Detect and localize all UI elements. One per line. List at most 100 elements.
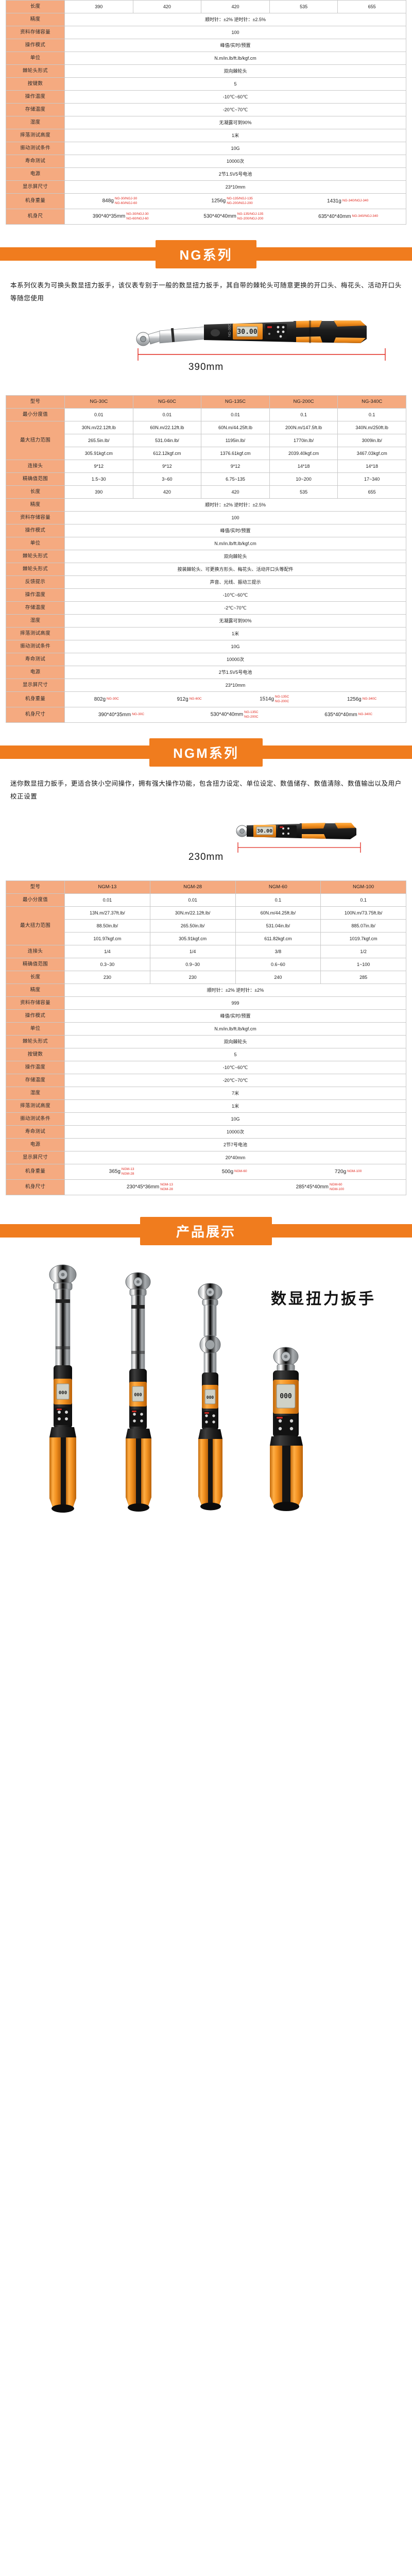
table-row: 265.5in.lb/ 531.04in.lb/ 1195in.lb/ 1770…: [6, 434, 406, 447]
cell: 9*12: [64, 460, 133, 473]
cell: 1376.61kgf.cm: [201, 447, 270, 460]
cell: 30N.m/22.12ft.lb/: [149, 906, 236, 920]
cell: 535: [269, 0, 338, 13]
section-banner-ngm: NGM系列: [0, 732, 412, 772]
cell: 3009in.lb/: [337, 434, 406, 447]
cell-size-groups: 390*40*35mm NG-30/NGJ-30 NG-60/NGJ-60 530*…: [64, 209, 406, 225]
model-tag: NG-135C NG-200C: [244, 710, 258, 719]
table-row: 长度 390 420 420 535 655: [6, 485, 406, 499]
row-label: 精度: [6, 498, 65, 512]
row-label: 按键数: [6, 1048, 65, 1061]
table-row: 资料存储容量 999: [6, 996, 406, 1010]
cell: 60N.m/22.12ft.lb: [132, 421, 202, 434]
spec-table-ngm-body: 型号 NGM-13 NGM-28 NGM-60 NGM-100 最小分度值 0.…: [6, 880, 406, 1195]
table-row: 305.91kgf.cm 612.12kgf.cm 1376.61kgf.cm …: [6, 447, 406, 460]
model-tag-line: NG-200/NGJ-200: [227, 201, 253, 205]
size-value: 390*40*35mm: [92, 213, 126, 219]
cell: 0.9~30: [149, 958, 236, 971]
section-banner-ng: NG系列: [0, 234, 412, 274]
row-label: 机身重量: [6, 1164, 65, 1180]
row-label: 存储温度: [6, 103, 65, 116]
table-row-size: 机身尺 390*40*35mm NG-30/NGJ-30 NG-60/NGJ-60 …: [6, 209, 406, 225]
header-model: NG-200C: [269, 395, 338, 409]
cell: 265.50in.lb/: [149, 919, 236, 933]
row-label: 连接头: [6, 460, 65, 473]
row-label: 资料存储容量: [6, 996, 65, 1010]
model-tag-line: NGM-28: [121, 1172, 134, 1176]
size-group-list: 230*45*36mm NGM-13 NGM-28 285*45*40mm NGM-6…: [65, 1183, 405, 1191]
row-label: 按键数: [6, 77, 65, 91]
showcase-title: 数显扭力扳手: [271, 1291, 376, 1308]
table-row: 操作模式 峰值/实时/预置: [6, 524, 406, 537]
table-row-weight: 机身重量 365g NGM-13 NGM-28 500g NGM-60 720g NGM…: [6, 1164, 406, 1180]
cell: 23*10mm: [64, 180, 406, 194]
cell-weight-groups: 802g NG-30C 912g NG-60C 1514g NG-135C NG-200…: [64, 691, 406, 707]
svg-text:000: 000: [59, 1391, 67, 1396]
svg-text:000: 000: [134, 1393, 142, 1398]
model-tag: NG-340/NGJ-340: [342, 199, 369, 203]
cell: 390: [64, 0, 133, 13]
table-row: 单位 N.m/in.lb/ft.lb/kgf.cm: [6, 537, 406, 550]
row-label: 棘轮头形式: [6, 563, 65, 576]
model-tag: NGM-60 NGM-100: [330, 1183, 344, 1191]
row-label: 精度: [6, 13, 65, 26]
cell: 1米: [64, 627, 406, 640]
cell: 390: [64, 485, 133, 499]
cell: 1米: [64, 1099, 406, 1113]
row-label: 最小分度值: [6, 893, 65, 907]
cell: -10℃~60℃: [64, 1061, 406, 1074]
cell: 0.01: [201, 408, 270, 421]
size-value: 530*40*40mm: [203, 213, 236, 219]
cell: 按装棘轮头、可更换方形头、梅花头、活动开口头等配件: [64, 563, 406, 576]
row-label: 电源: [6, 666, 65, 679]
weight-group: 912g NG-60C: [177, 696, 201, 703]
dimension-label-ngm: 230mm: [188, 852, 224, 862]
cell: 峰值/实时/预置: [64, 1009, 406, 1023]
spacer: [0, 388, 412, 395]
weight-value: 1256g: [347, 696, 362, 702]
row-label: 振动测试条件: [6, 640, 65, 653]
cell: 声音、光线、振动三提示: [64, 575, 406, 589]
model-tag: NG-340C: [362, 697, 377, 701]
cell: -2℃~70℃: [64, 601, 406, 615]
row-label: 机身尺寸: [6, 1179, 65, 1195]
table-header-row: 型号 NGM-13 NGM-28 NGM-60 NGM-100: [6, 880, 406, 894]
cell: 655: [337, 485, 406, 499]
cell: 3467.03kgf.cm: [337, 447, 406, 460]
model-tag: NG-340C: [358, 713, 373, 717]
model-tag-line: NG-200C: [244, 715, 259, 719]
cell: -10℃~60℃: [64, 90, 406, 104]
row-label: 存储温度: [6, 1074, 65, 1087]
cell-weight-groups: 365g NGM-13 NGM-28 500g NGM-60 720g NGM-100: [64, 1164, 406, 1180]
model-tag: NG-30/NGJ-30 NG-60/NGJ-60: [115, 197, 137, 205]
cell: 双向棘轮头: [64, 1035, 406, 1048]
row-label: 操作温度: [6, 1061, 65, 1074]
cell: 顺时针：±2% 逆时针：±2.5%: [64, 13, 406, 26]
size-group-list: 390*40*35mm NG-30C 530*40*40mm NG-135C NG-2…: [65, 710, 405, 719]
header-model: NG-30C: [64, 395, 133, 409]
table-row: 摔落测试高度 1米: [6, 129, 406, 142]
table-row: 棘轮头形式 双向棘轮头: [6, 550, 406, 563]
size-value: 285*45*40mm: [296, 1184, 329, 1190]
model-tag: NGM-13 NGM-28: [122, 1167, 134, 1176]
model-tag-line: NGM-13: [160, 1183, 173, 1187]
weight-group-list: 365g NGM-13 NGM-28 500g NGM-60 720g NGM-100: [65, 1167, 405, 1176]
table-row: 资料存储容量 100: [6, 511, 406, 524]
cell: 60N.m/44.25ft.lb/: [235, 906, 321, 920]
cell: 1~100: [320, 958, 406, 971]
row-label: 机身尺: [6, 209, 65, 225]
product-hero-ng: NG-30C 30.00 390m: [0, 310, 412, 385]
model-tag-line: NG-135C: [244, 710, 259, 715]
weight-value: 912g: [177, 696, 188, 702]
table-row: 操作温度 -10℃~60℃: [6, 1061, 406, 1074]
size-value: 635*40*40mm: [324, 711, 357, 718]
table-row: 长度 230 230 240 285: [6, 971, 406, 984]
table-row: 连接头 9*12 9*12 9*12 14*18 14*18: [6, 460, 406, 473]
cell: 0.1: [235, 893, 321, 907]
banner-title: 产品展示: [140, 1216, 272, 1245]
cell: 1/2: [320, 945, 406, 958]
cell: 7米: [64, 1087, 406, 1100]
cell: -20℃~70℃: [64, 103, 406, 116]
cell: 2节7号电池: [64, 1138, 406, 1151]
size-group: 390*40*35mm NG-30/NGJ-30 NG-60/NGJ-60: [93, 212, 149, 221]
